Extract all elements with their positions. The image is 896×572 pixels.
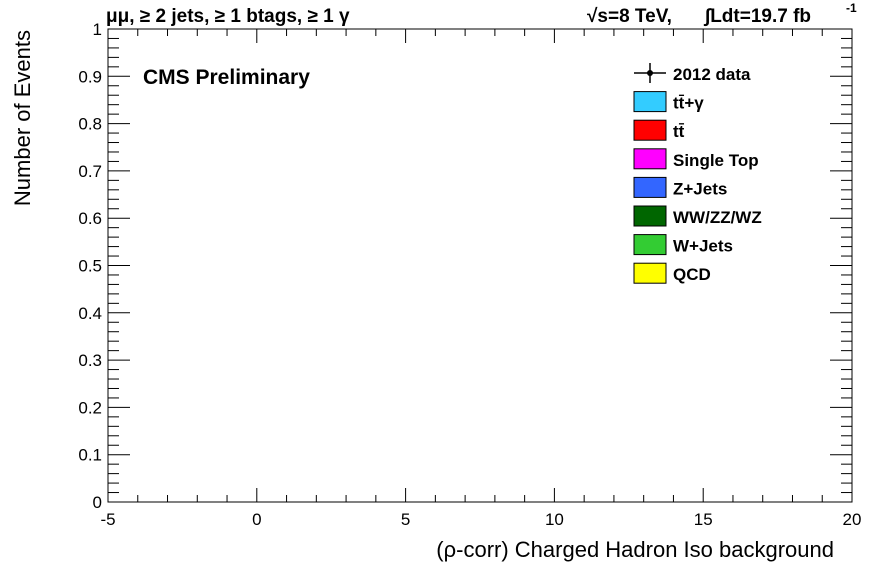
legend-swatch xyxy=(633,91,667,113)
x-tick-label: 10 xyxy=(545,510,564,529)
legend-swatch xyxy=(633,119,667,141)
y-tick-label: 0.9 xyxy=(78,67,102,86)
cms-preliminary-label: CMS Preliminary xyxy=(143,66,310,89)
legend-swatch xyxy=(633,205,667,227)
y-tick-label: 1 xyxy=(93,20,102,39)
y-tick-label: 0.8 xyxy=(78,115,102,134)
legend-label: tt̄ xyxy=(673,122,685,141)
lumi-exponent: -1 xyxy=(846,1,857,15)
y-axis-title: Number of Events xyxy=(10,30,35,206)
legend-label: W+Jets xyxy=(673,237,733,256)
legend-swatch xyxy=(633,176,667,198)
x-tick-label: 15 xyxy=(694,510,713,529)
legend-swatch xyxy=(633,262,667,284)
x-tick-label: -5 xyxy=(100,510,115,529)
y-tick-label: 0.2 xyxy=(78,398,102,417)
legend-label: WW/ZZ/WZ xyxy=(673,208,762,227)
legend-label: Z+Jets xyxy=(673,179,727,198)
legend-swatch xyxy=(633,148,667,170)
legend-label: 2012 data xyxy=(673,65,751,84)
channel-label: μμ, ≥ 2 jets, ≥ 1 btags, ≥ 1 γ xyxy=(106,6,350,27)
x-tick-label: 20 xyxy=(843,510,862,529)
x-axis: -5 0 5 10 15 20 xyxy=(100,29,861,529)
x-axis-title: (ρ-corr) Charged Hadron Iso background xyxy=(436,537,834,562)
legend-data-marker xyxy=(647,70,653,76)
y-tick-label: 0.7 xyxy=(78,162,102,181)
y-tick-label: 0.6 xyxy=(78,209,102,228)
x-tick-label: 0 xyxy=(252,510,261,529)
y-tick-label: 0.4 xyxy=(78,304,102,323)
y-tick-label: 0 xyxy=(93,493,102,512)
y-axis: 0 0.1 0.2 0.3 0.4 0.5 0.6 0.7 0.8 0.9 1 xyxy=(78,20,852,512)
x-tick-label: 5 xyxy=(401,510,410,529)
plot-frame xyxy=(107,28,853,503)
energy-label: √s=8 TeV, xyxy=(587,6,672,27)
y-tick-label: 0.3 xyxy=(78,351,102,370)
y-tick-label: 0.1 xyxy=(78,446,102,465)
legend-swatch xyxy=(633,234,667,256)
legend-label: QCD xyxy=(673,265,711,284)
y-tick-label: 0.5 xyxy=(78,257,102,276)
lumi-label: ∫Ldt=19.7 fb xyxy=(703,6,811,27)
legend: 2012 data tt̄+γ tt̄ Single Top Z+Jets WW/ZZ/W… xyxy=(633,63,762,284)
legend-label: Single Top xyxy=(673,151,759,170)
legend-label: tt̄+γ xyxy=(673,94,704,113)
